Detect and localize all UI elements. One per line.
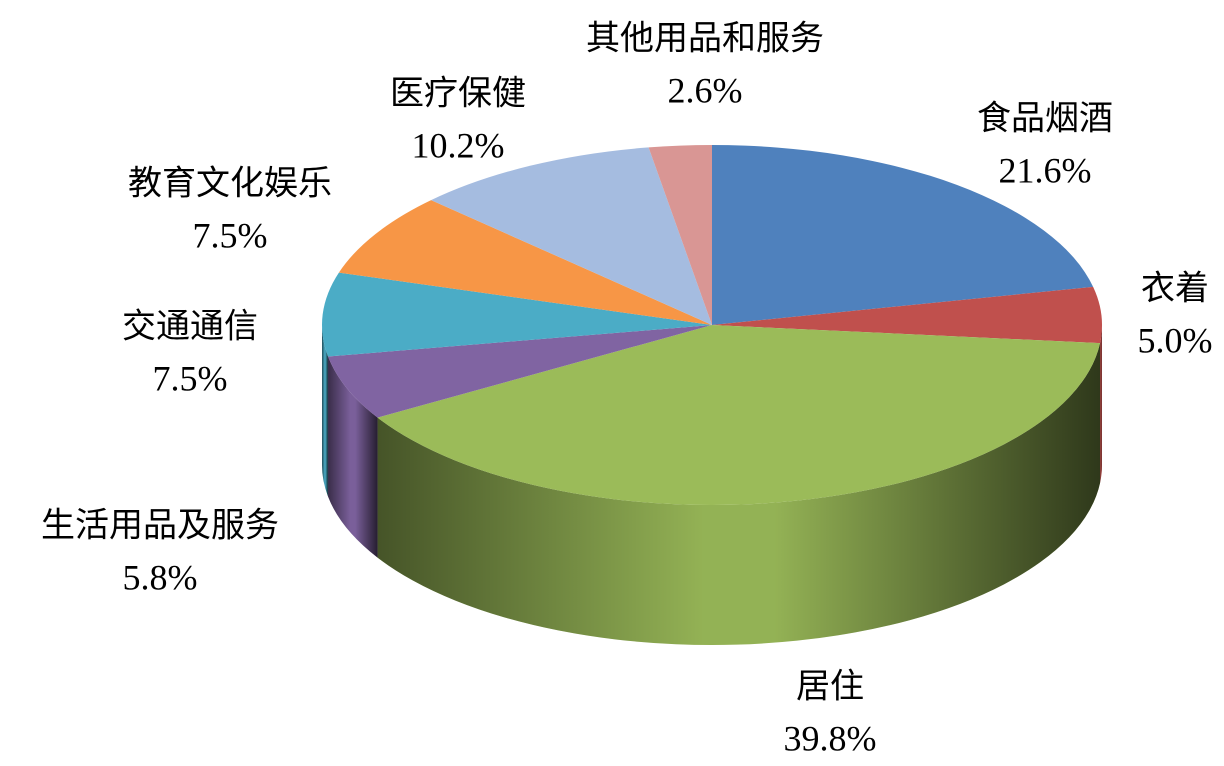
slice-name: 生活用品及服务 (41, 506, 279, 546)
slice (431, 147, 712, 325)
slice (712, 286, 1102, 344)
slice-side-shade (322, 325, 329, 497)
slice-name: 交通通信 (122, 307, 258, 347)
slice-name: 居住 (796, 667, 864, 707)
slice (338, 200, 712, 325)
slice-value-label: 2.6% (668, 70, 743, 110)
slice-side-shade (1100, 325, 1102, 484)
labels: 食品烟酒 21.6% 衣着 5.0% 居住 39.8% 生活用品及服务 5.8% 交通通信 7.5… (41, 19, 1213, 759)
slice-side-shade (328, 356, 378, 558)
slice-value-label: 5.0% (1138, 320, 1213, 360)
slice-value-label: 39.8% (784, 718, 877, 758)
slice-side-shade (377, 343, 1101, 645)
slice-value-label: 21.6% (999, 150, 1092, 190)
sides (322, 325, 1102, 645)
slice (321, 272, 712, 357)
slice (377, 325, 1101, 506)
tops (321, 145, 1102, 506)
slice-name: 教育文化娱乐 (128, 164, 332, 204)
slice-name: 衣着 (1141, 269, 1209, 309)
slice-value-label: 10.2% (412, 125, 505, 165)
slice (648, 145, 712, 325)
slice-value-label: 7.5% (193, 215, 268, 255)
slice-name: 其他用品和服务 (586, 19, 824, 59)
slice-name: 医疗保健 (390, 74, 526, 114)
slice-value-label: 5.8% (123, 557, 198, 597)
slice-value-label: 7.5% (153, 358, 228, 398)
slice (712, 145, 1094, 325)
slice (328, 325, 712, 418)
slice-name: 食品烟酒 (977, 99, 1113, 139)
